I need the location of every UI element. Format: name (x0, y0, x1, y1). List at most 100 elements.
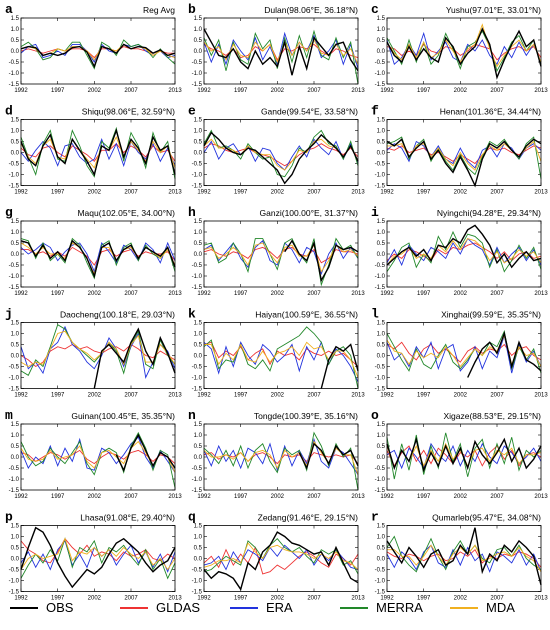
panel-m: m Guinan(100.45°E, 35.35°N) 1.5 1.0 0.5 0.0 -0… (5, 408, 182, 500)
x-tick-label: 2013 (534, 190, 548, 196)
x-tick-label: 2013 (351, 494, 365, 500)
y-tick-label: 1.0 (11, 535, 20, 541)
series-line-mda (20, 330, 176, 368)
x-tick-label: 2007 (307, 494, 321, 500)
y-tick-label: 1.5 (11, 16, 20, 22)
y-tick-label: 1.5 (194, 219, 203, 225)
y-tick-label: 1.0 (11, 332, 20, 338)
y-tick-label: -0.5 (192, 365, 203, 371)
y-tick-label: -0.5 (375, 60, 386, 66)
y-tick-label: -0.5 (9, 466, 20, 472)
y-tick-label: -1.0 (192, 71, 203, 77)
y-tick-label: 0.5 (194, 546, 203, 552)
panel-letter: b (188, 2, 196, 17)
y-tick-label: 1.5 (11, 219, 20, 225)
x-tick-label: 1997 (51, 88, 65, 94)
series-line-era (386, 237, 542, 267)
series-line-obs (386, 27, 542, 80)
plot-frame (203, 220, 359, 288)
series-line-gldas (203, 143, 359, 167)
x-tick-label: 2013 (168, 190, 182, 196)
y-tick-label: -1.5 (9, 488, 20, 494)
x-tick-label: 2002 (88, 393, 102, 399)
panel-g: g Maqu(102.05°E, 34.00°N) 1.5 1.0 0.5 0.0 -0.5… (5, 205, 182, 297)
y-tick-label: -1.0 (192, 274, 203, 280)
x-tick-label: 1992 (380, 393, 394, 399)
y-tick-label: 1.5 (377, 219, 386, 225)
panel-title: Guinan(100.45°E, 35.35°N) (71, 411, 175, 421)
legend-label-era: ERA (266, 600, 293, 615)
y-tick-label: -1.0 (9, 579, 20, 585)
series-line-merra (203, 237, 359, 287)
y-tick-label: -1.0 (9, 376, 20, 382)
y-tick-label: 0.5 (377, 140, 386, 146)
y-tick-label: 1.0 (194, 332, 203, 338)
plot-frame (386, 119, 542, 186)
series-line-obs (115, 433, 176, 473)
y-tick-label: -1.5 (192, 387, 203, 393)
y-tick-label: 1.0 (194, 129, 203, 135)
y-tick-label: -1.0 (375, 173, 386, 179)
panel-letter: o (371, 408, 379, 423)
x-tick-label: 1997 (234, 88, 248, 94)
y-tick-label: -0.5 (9, 263, 20, 269)
panel-title: Xigaze(88.53°E, 29.15°N) (443, 411, 541, 421)
series-line-obs (386, 527, 542, 586)
series-line-merra (386, 230, 542, 273)
panel-n: n Tongde(100.39°E, 35.16°N) 1.5 1.0 0.5 0.0 -0… (188, 408, 365, 500)
y-tick-label: -0.5 (9, 162, 20, 168)
panel-title: Daocheng(100.18°E, 29.03°N) (60, 310, 175, 320)
panel-letter: k (188, 307, 196, 322)
x-tick-label: 1997 (234, 393, 248, 399)
x-tick-label: 2013 (168, 291, 182, 297)
x-tick-label: 2007 (490, 596, 504, 602)
y-tick-label: -1.0 (9, 274, 20, 280)
x-tick-label: 2013 (351, 88, 365, 94)
plot-frame (386, 525, 542, 592)
y-tick-label: 1.0 (377, 535, 386, 541)
series-line-era (203, 437, 359, 475)
series-line-era (386, 544, 542, 573)
series-line-merra (203, 538, 359, 575)
x-tick-label: 2002 (454, 88, 468, 94)
y-tick-label: -0.5 (375, 365, 386, 371)
panel-r: r Qumarleb(95.47°E, 34.08°N) 1.5 1.0 0.5 0.0 -… (371, 510, 548, 602)
panel-p: p Lhasa(91.08°E, 29.40°N) 1.5 1.0 0.5 0.0 -0.5… (5, 510, 182, 602)
y-tick-label: 0.0 (377, 557, 386, 563)
panel-letter: d (5, 104, 13, 119)
y-tick-label: -0.5 (375, 263, 386, 269)
series-line-obs (20, 43, 176, 69)
panel-letter: g (5, 205, 13, 220)
x-tick-label: 2013 (351, 393, 365, 399)
y-tick-label: -1.0 (9, 173, 20, 179)
y-tick-label: 0.0 (194, 252, 203, 258)
y-tick-label: -1.5 (9, 590, 20, 596)
y-tick-label: 0.0 (194, 455, 203, 461)
y-tick-label: 1.5 (377, 422, 386, 428)
y-tick-label: -1.5 (375, 488, 386, 494)
panel-letter: j (5, 307, 13, 322)
y-tick-label: 1.0 (194, 27, 203, 33)
x-tick-label: 1992 (380, 494, 394, 500)
series-line-obs (284, 239, 359, 283)
panel-title: Qumarleb(95.47°E, 34.08°N) (432, 513, 541, 523)
y-tick-label: 0.0 (11, 354, 20, 360)
legend-label-obs: OBS (46, 600, 74, 615)
x-tick-label: 2002 (454, 393, 468, 399)
y-tick-label: 0.5 (377, 241, 386, 247)
y-tick-label: -1.0 (375, 579, 386, 585)
x-tick-label: 2007 (307, 88, 321, 94)
panel-title: Lhasa(91.08°E, 29.40°N) (80, 513, 175, 523)
x-tick-label: 1992 (380, 291, 394, 297)
series-line-obs (20, 526, 176, 589)
x-tick-label: 1992 (197, 596, 211, 602)
panel-j: j Daocheng(100.18°E, 29.03°N) 1.5 1.0 0.5 0.0… (5, 307, 182, 399)
x-tick-label: 2007 (490, 190, 504, 196)
y-tick-label: -1.5 (192, 590, 203, 596)
x-tick-label: 2013 (168, 393, 182, 399)
y-tick-label: 0.5 (377, 38, 386, 44)
x-tick-label: 1997 (417, 291, 431, 297)
x-tick-label: 2002 (271, 88, 285, 94)
plot-frame (386, 322, 542, 389)
x-tick-label: 2007 (307, 291, 321, 297)
